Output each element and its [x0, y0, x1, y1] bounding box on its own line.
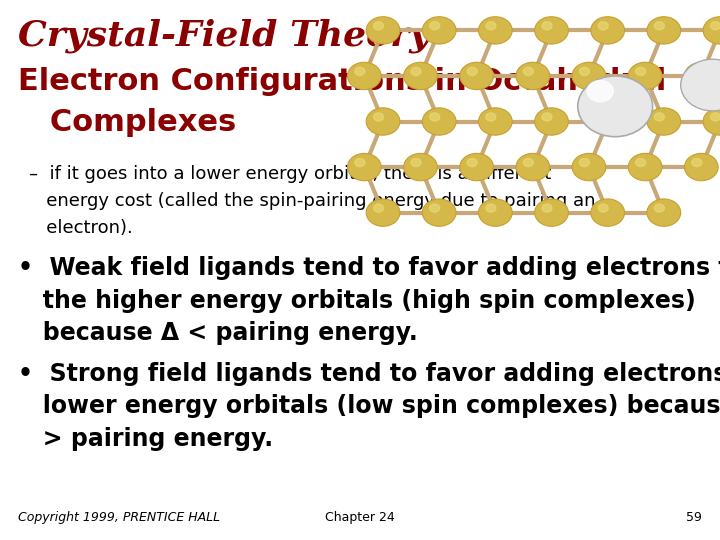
Circle shape	[636, 68, 646, 76]
Circle shape	[523, 68, 534, 76]
Circle shape	[692, 68, 702, 76]
Circle shape	[479, 199, 512, 226]
Circle shape	[523, 158, 534, 167]
Circle shape	[423, 199, 456, 226]
Circle shape	[479, 108, 512, 135]
Circle shape	[654, 113, 665, 121]
Text: lower energy orbitals (low spin complexes) because Δ: lower energy orbitals (low spin complexe…	[18, 394, 720, 418]
Circle shape	[591, 199, 624, 226]
Text: Complexes: Complexes	[18, 108, 236, 137]
Circle shape	[703, 108, 720, 135]
Circle shape	[411, 158, 421, 167]
Circle shape	[486, 22, 496, 30]
Circle shape	[636, 158, 646, 167]
Text: energy cost (called the spin-pairing energy due to pairing an: energy cost (called the spin-pairing ene…	[29, 192, 595, 210]
Text: electron).: electron).	[29, 219, 132, 237]
Circle shape	[535, 17, 568, 44]
Circle shape	[580, 158, 590, 167]
Circle shape	[355, 68, 365, 76]
Circle shape	[423, 108, 456, 135]
Circle shape	[647, 17, 680, 44]
Circle shape	[580, 68, 590, 76]
Circle shape	[348, 62, 381, 90]
Circle shape	[647, 108, 680, 135]
Text: Electron Configurations in Octahedral: Electron Configurations in Octahedral	[18, 68, 667, 97]
Circle shape	[654, 204, 665, 212]
Circle shape	[577, 76, 652, 137]
Circle shape	[479, 17, 512, 44]
Circle shape	[348, 153, 381, 181]
Circle shape	[366, 17, 400, 44]
Circle shape	[486, 113, 496, 121]
Circle shape	[542, 113, 552, 121]
Circle shape	[430, 113, 440, 121]
Text: Copyright 1999, PRENTICE HALL: Copyright 1999, PRENTICE HALL	[18, 511, 220, 524]
Circle shape	[486, 204, 496, 212]
Text: •  Weak field ligands tend to favor adding electrons to: • Weak field ligands tend to favor addin…	[18, 256, 720, 280]
Circle shape	[355, 158, 365, 167]
Circle shape	[516, 62, 549, 90]
Text: because Δ < pairing energy.: because Δ < pairing energy.	[18, 321, 418, 345]
Circle shape	[374, 22, 384, 30]
Circle shape	[366, 108, 400, 135]
Text: the higher energy orbitals (high spin complexes): the higher energy orbitals (high spin co…	[18, 289, 696, 313]
Circle shape	[535, 199, 568, 226]
Circle shape	[703, 17, 720, 44]
Circle shape	[587, 80, 613, 102]
Circle shape	[430, 204, 440, 212]
Circle shape	[685, 153, 718, 181]
Circle shape	[374, 204, 384, 212]
Circle shape	[654, 22, 665, 30]
Circle shape	[598, 22, 608, 30]
Circle shape	[374, 113, 384, 121]
Circle shape	[467, 68, 477, 76]
Circle shape	[467, 158, 477, 167]
Text: •  Strong field ligands tend to favor adding electrons to: • Strong field ligands tend to favor add…	[18, 362, 720, 386]
Circle shape	[460, 153, 493, 181]
Circle shape	[647, 199, 680, 226]
Text: Crystal-Field Theory: Crystal-Field Theory	[18, 19, 431, 53]
Text: > pairing energy.: > pairing energy.	[18, 427, 273, 450]
Circle shape	[535, 108, 568, 135]
Circle shape	[591, 17, 624, 44]
Circle shape	[423, 17, 456, 44]
Circle shape	[680, 59, 720, 111]
Circle shape	[629, 62, 662, 90]
Circle shape	[542, 22, 552, 30]
Text: –  if it goes into a lower energy orbital, there is a different: – if it goes into a lower energy orbital…	[29, 165, 551, 183]
Circle shape	[711, 113, 720, 121]
Text: 59: 59	[686, 511, 702, 524]
Circle shape	[629, 153, 662, 181]
Circle shape	[572, 153, 606, 181]
Circle shape	[460, 62, 493, 90]
Circle shape	[404, 153, 437, 181]
Circle shape	[542, 204, 552, 212]
Text: Chapter 24: Chapter 24	[325, 511, 395, 524]
Circle shape	[711, 22, 720, 30]
Circle shape	[516, 153, 549, 181]
Circle shape	[692, 158, 702, 167]
Circle shape	[572, 62, 606, 90]
Circle shape	[366, 199, 400, 226]
Circle shape	[598, 113, 608, 121]
Circle shape	[404, 62, 437, 90]
Circle shape	[598, 204, 608, 212]
Circle shape	[591, 108, 624, 135]
Circle shape	[411, 68, 421, 76]
Circle shape	[685, 62, 718, 90]
Circle shape	[430, 22, 440, 30]
